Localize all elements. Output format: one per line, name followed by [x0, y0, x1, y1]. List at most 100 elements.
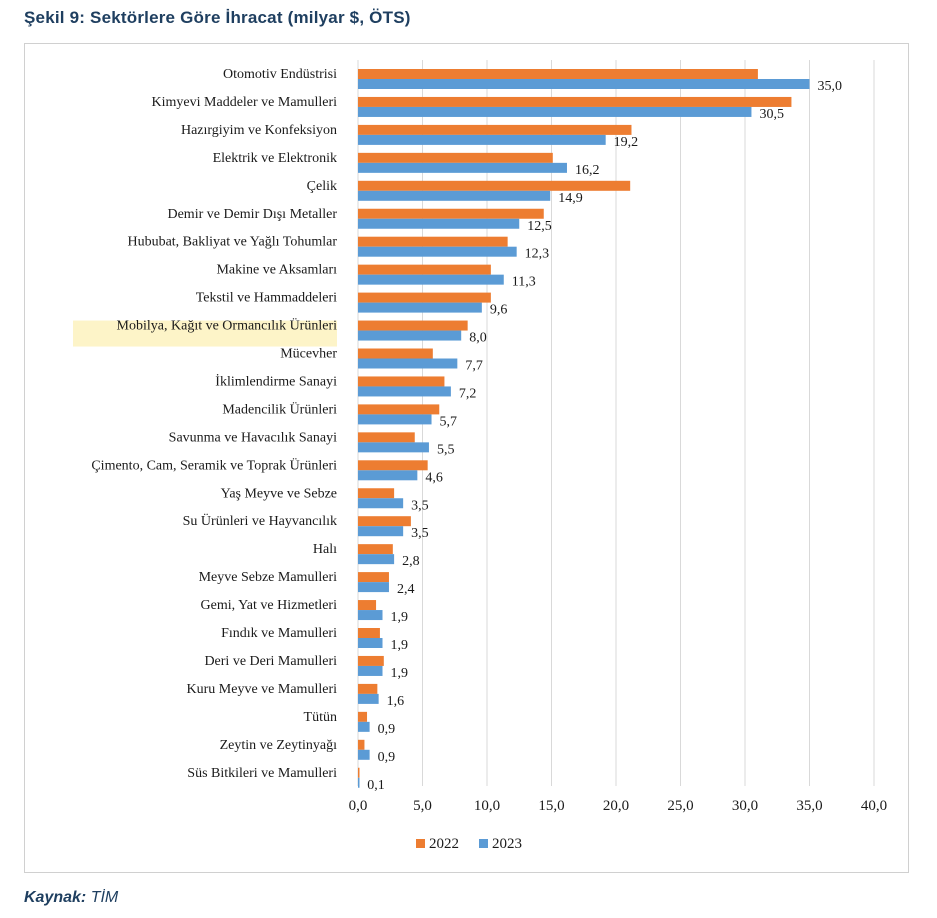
category-label: Gemi, Yat ve Hizmetleri [201, 598, 338, 613]
bar-2022 [358, 711, 368, 722]
category-label: Deri ve Deri Mamulleri [204, 654, 337, 669]
bar-2022 [358, 124, 632, 135]
bar-2023 [358, 498, 404, 509]
bar-2022 [358, 404, 440, 415]
bar-2022 [358, 208, 544, 219]
value-label: 14,9 [558, 191, 583, 206]
bar-chart: 0,0 5,0 10,0 15,0 20,0 25,0 30,0 35,0 40,0 Otomot… [73, 60, 887, 852]
bar-2023 [358, 246, 517, 257]
bar-2023 [358, 721, 370, 732]
category-label: Otomotiv Endüstrisi [223, 67, 337, 82]
value-label: 5,7 [440, 414, 458, 429]
x-tick-label: 10,0 [474, 798, 500, 814]
bar-2022 [358, 683, 378, 694]
value-label: 4,6 [425, 470, 443, 485]
bar-2022 [358, 264, 491, 275]
category-label: Çelik [307, 179, 337, 194]
value-label: 5,5 [437, 442, 455, 457]
bar-2023 [358, 442, 429, 453]
value-label: 1,9 [391, 666, 409, 681]
bar-2022 [358, 180, 631, 191]
legend-label-2022: 2022 [429, 836, 459, 852]
category-label: Mücevher [280, 347, 337, 362]
value-label: 0,9 [378, 750, 396, 765]
x-tick-label: 40,0 [861, 798, 887, 814]
bar-2022 [358, 488, 395, 499]
value-label: 12,3 [525, 247, 550, 262]
x-tick-label: 30,0 [732, 798, 758, 814]
value-label: 35,0 [818, 79, 843, 94]
category-label: İklimlendirme Sanayi [215, 373, 337, 389]
value-label: 0,9 [378, 722, 396, 737]
bar-2023 [358, 79, 810, 89]
bar-2022 [358, 432, 415, 443]
value-label: 7,7 [465, 359, 483, 374]
legend-swatch-2022 [416, 839, 425, 848]
source-value: TİM [90, 889, 119, 906]
bar-2023 [358, 693, 379, 704]
bar-2022 [358, 739, 365, 750]
category-label: Yaş Meyve ve Sebze [221, 486, 337, 501]
bar-2023 [358, 414, 432, 425]
bar-2023 [358, 190, 551, 201]
value-label: 7,2 [459, 386, 477, 401]
category-label: Çimento, Cam, Seramik ve Toprak Ürünleri [91, 456, 337, 473]
bar-2022 [358, 292, 491, 303]
legend-label-2023: 2023 [492, 836, 522, 852]
bar-2023 [358, 386, 451, 397]
category-label: Kuru Meyve ve Mamulleri [187, 682, 338, 697]
x-tick-label: 5,0 [413, 798, 432, 814]
figure-title: Şekil 9: Sektörlere Göre İhracat (milyar… [24, 8, 411, 27]
bar-2022 [358, 600, 377, 611]
bar-2023 [358, 665, 383, 676]
category-label: Elektrik ve Elektronik [213, 151, 337, 166]
bar-2022 [358, 348, 433, 359]
bar-2022 [358, 628, 380, 638]
category-label: Mobilya, Kağıt ve Ormancılık Ürünleri [117, 317, 338, 334]
category-label: Kimyevi Maddeler ve Mamulleri [152, 95, 338, 110]
value-label: 19,2 [614, 135, 639, 150]
bar-2023 [358, 582, 389, 593]
bar-2022 [358, 152, 553, 163]
bar-2023 [358, 470, 418, 481]
x-tick-label: 35,0 [796, 798, 822, 814]
value-label: 9,6 [490, 303, 508, 318]
value-label: 12,5 [527, 219, 552, 234]
value-label: 11,3 [512, 275, 536, 290]
category-label: Madencilik Ürünleri [222, 400, 337, 417]
bar-2022 [358, 236, 508, 247]
value-label: 30,5 [759, 107, 784, 122]
bar-2022 [358, 767, 360, 778]
bar-2023 [358, 610, 383, 621]
bar-2023 [358, 274, 504, 285]
category-label: Hububat, Bakliyat ve Yağlı Tohumlar [127, 235, 337, 250]
legend-swatch-2023 [479, 839, 488, 848]
x-tick-label: 0,0 [349, 798, 368, 814]
bar-2023 [358, 106, 752, 117]
bar-2022 [358, 376, 445, 387]
bar-2023 [358, 749, 370, 760]
bar-2022 [358, 320, 468, 331]
category-label: Süs Bitkileri ve Mamulleri [187, 766, 337, 781]
value-label: 1,9 [391, 638, 409, 653]
value-label: 2,4 [397, 582, 415, 597]
bar-2023 [358, 162, 567, 173]
category-label: Tekstil ve Hammaddeleri [196, 291, 337, 306]
bar-2022 [358, 516, 411, 527]
category-label: Makine ve Aksamları [216, 263, 337, 278]
bar-2022 [358, 96, 792, 107]
source-note: Kaynak: TİM [24, 889, 118, 907]
category-label: Savunma ve Havacılık Sanayi [169, 430, 337, 445]
category-label: Fındık ve Mamulleri [221, 626, 337, 641]
highlight-band [73, 320, 337, 347]
value-label: 3,5 [411, 498, 429, 513]
bar-2023 [358, 638, 383, 648]
bar-2022 [358, 69, 758, 79]
value-label: 8,0 [469, 331, 487, 346]
value-label: 0,1 [367, 778, 385, 793]
bar-2023 [358, 218, 520, 229]
value-label: 1,9 [391, 610, 409, 625]
bar-2023 [358, 134, 606, 145]
category-label: Meyve Sebze Mamulleri [199, 570, 338, 585]
value-label: 3,5 [411, 526, 429, 541]
